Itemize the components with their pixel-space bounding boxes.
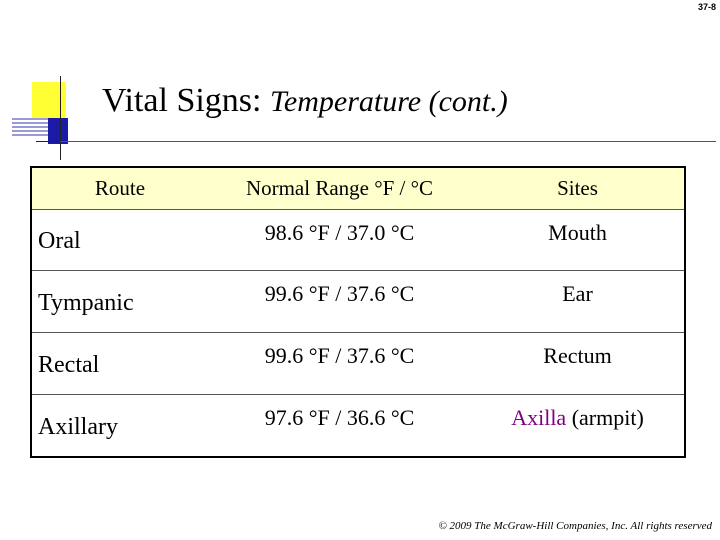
site-name-highlighted: Axilla — [511, 404, 567, 430]
header-route: Route — [94, 175, 146, 200]
route-cell: Tympanic — [31, 270, 208, 333]
logo-blue-square — [48, 118, 68, 144]
title-subtitle: Temperature (cont.) — [269, 85, 508, 118]
logo-vertical-line — [60, 76, 61, 160]
range-cell: 98.6 °F / 37.0 °C — [208, 208, 471, 271]
title-main: Vital Signs: — [102, 82, 262, 119]
range-cell: 99.6 °F / 37.6 °C — [208, 332, 471, 395]
range-cell: 97.6 °F / 36.6 °C — [208, 393, 471, 457]
site-cell: Axilla (armpit) — [471, 393, 685, 457]
slide-title: Vital Signs: Temperature (cont.) — [102, 82, 508, 120]
route-cell: Axillary — [31, 393, 208, 457]
table-row: Oral 98.6 °F / 37.0 °C Mouth — [31, 208, 685, 271]
range-cell: 99.6 °F / 37.6 °C — [208, 270, 471, 333]
header-normal-range: Normal Range °F / °C — [245, 175, 434, 200]
site-cell: Ear — [471, 270, 685, 333]
table-row: Tympanic 99.6 °F / 37.6 °C Ear — [31, 270, 685, 333]
table-header-row: Route Normal Range °F / °C Sites — [31, 167, 685, 209]
copyright-footer: © 2009 The McGraw-Hill Companies, Inc. A… — [438, 520, 712, 532]
logo-striped-bar — [12, 118, 52, 136]
temperature-table: Route Normal Range °F / °C Sites Oral 98… — [30, 166, 686, 458]
table-row: Rectal 99.6 °F / 37.6 °C Rectum — [31, 332, 685, 395]
site-name: Ear — [562, 281, 593, 307]
site-name: Mouth — [548, 219, 607, 245]
site-cell: Mouth — [471, 208, 685, 271]
slide-number: 37-8 — [697, 2, 716, 12]
table-row: Axillary 97.6 °F / 36.6 °C Axilla (armpi… — [31, 393, 685, 457]
site-name: Rectum — [543, 343, 612, 369]
route-cell: Oral — [31, 208, 208, 271]
title-underline — [60, 141, 716, 142]
decorative-logo — [0, 0, 110, 170]
route-cell: Rectal — [31, 332, 208, 395]
site-note: (armpit) — [566, 404, 644, 430]
site-cell: Rectum — [471, 332, 685, 395]
header-sites: Sites — [557, 175, 598, 200]
